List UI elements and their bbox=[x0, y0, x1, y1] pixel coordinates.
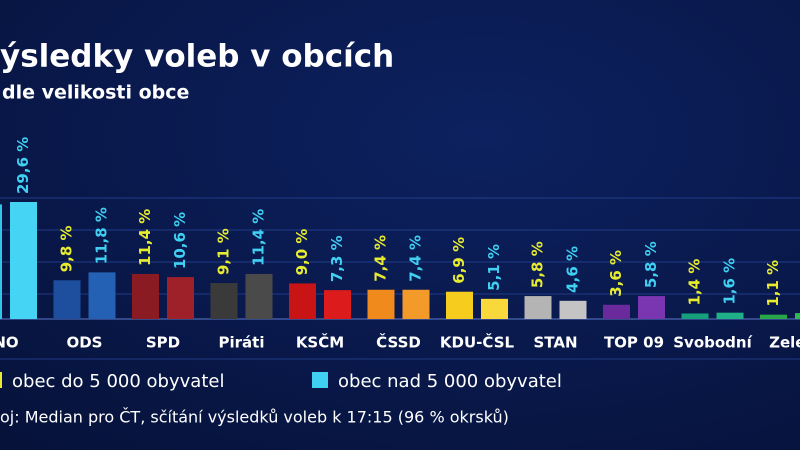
bar bbox=[795, 313, 800, 319]
x-tick-label: STAN bbox=[533, 334, 577, 352]
bar bbox=[167, 277, 194, 319]
bar bbox=[524, 296, 552, 319]
value-label: 9,1 % bbox=[215, 228, 233, 275]
value-label: 4,6 % bbox=[564, 246, 582, 293]
x-tick-label: NO bbox=[0, 334, 19, 352]
x-tick-label: Svobodní bbox=[673, 334, 752, 352]
x-tick-label: KSČM bbox=[296, 333, 344, 352]
bar bbox=[324, 290, 351, 319]
bar bbox=[559, 300, 587, 319]
x-tick-label: TOP 09 bbox=[604, 334, 664, 352]
value-label: 5,1 % bbox=[485, 244, 503, 291]
value-label: 7,3 % bbox=[328, 235, 346, 282]
source-note: oj: Median pro ČT, sčítání výsledků vole… bbox=[0, 408, 509, 427]
bar bbox=[88, 272, 116, 319]
value-label: 1,4 % bbox=[686, 259, 704, 306]
bar bbox=[289, 283, 316, 319]
bar bbox=[245, 273, 273, 319]
bar bbox=[681, 313, 709, 319]
bar bbox=[53, 280, 81, 319]
bar bbox=[132, 273, 159, 319]
value-label: 3,6 % bbox=[607, 250, 625, 297]
bar bbox=[481, 298, 508, 319]
value-label: 10,6 % bbox=[171, 212, 189, 269]
bar bbox=[367, 289, 395, 319]
bar bbox=[210, 283, 238, 319]
value-label: 5,8 % bbox=[529, 241, 547, 288]
bar bbox=[402, 289, 430, 319]
x-tick-label: ODS bbox=[66, 334, 102, 352]
value-label: 11,4 % bbox=[250, 209, 268, 266]
legend-swatch bbox=[0, 372, 2, 388]
value-label: 6,9 % bbox=[450, 237, 468, 284]
chart-subtitle: dle velikosti obce bbox=[2, 82, 189, 104]
x-tick-label: KDU-ČSL bbox=[440, 333, 515, 352]
value-label: 9,0 % bbox=[293, 229, 311, 276]
bar bbox=[0, 204, 2, 319]
bar bbox=[603, 304, 630, 319]
x-tick-label: SPD bbox=[146, 334, 180, 352]
chart-title: ýsledky voleb v obcích bbox=[0, 39, 394, 75]
legend-swatch bbox=[312, 372, 328, 388]
value-label: 29,6 % bbox=[14, 137, 32, 194]
value-label: 9,8 % bbox=[58, 225, 76, 272]
value-label: 1,6 % bbox=[721, 258, 739, 305]
bar bbox=[10, 202, 37, 319]
bar bbox=[446, 291, 473, 319]
bar bbox=[638, 296, 665, 319]
value-label: 11,4 % bbox=[136, 209, 154, 266]
value-label: 1,1 % bbox=[764, 260, 782, 307]
legend-label: obec nad 5 000 obyvatel bbox=[338, 371, 562, 392]
value-label: 11,8 % bbox=[93, 207, 111, 264]
legend-label: obec do 5 000 obyvatel bbox=[12, 371, 224, 392]
value-label: 7,4 % bbox=[407, 235, 425, 282]
value-label: 5,8 % bbox=[642, 241, 660, 288]
bar bbox=[760, 314, 787, 319]
value-label: 7,4 % bbox=[372, 235, 390, 282]
x-tick-label: ČSSD bbox=[376, 333, 421, 352]
x-tick-label: Zeler bbox=[769, 334, 800, 352]
x-tick-label: Piráti bbox=[219, 334, 265, 352]
bar bbox=[716, 312, 744, 319]
